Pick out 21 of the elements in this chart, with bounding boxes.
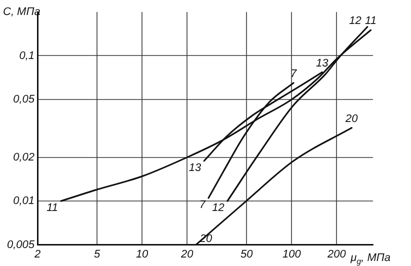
series-label: 13 (188, 162, 202, 174)
y-axis-title: C, МПа (3, 6, 40, 18)
x-tick-label: 200 (326, 248, 347, 260)
text: 20 (346, 112, 358, 125)
x-tick-label: 10 (136, 248, 150, 260)
series-label: 11 (46, 202, 58, 214)
x-tick-label: 5 (94, 248, 101, 260)
y-tick-label: 0,05 (13, 94, 36, 106)
x-tick-label: 20 (180, 248, 194, 260)
y-tick-label: 0,01 (13, 195, 35, 208)
text: 13 (316, 57, 328, 70)
text: 11 (365, 15, 376, 28)
x-tick-label: 50 (240, 248, 254, 260)
series-label: 12 (212, 202, 224, 214)
x-tick-label: 2 (33, 248, 41, 260)
x-tick-label: 100 (282, 248, 302, 260)
y-tick-label: 0,005 (6, 238, 36, 251)
text: 12 (349, 14, 362, 27)
series-label: 7 (199, 199, 206, 212)
y-tick-label: 0,1 (19, 50, 35, 62)
y-tick-label: 0,02 (13, 151, 35, 164)
